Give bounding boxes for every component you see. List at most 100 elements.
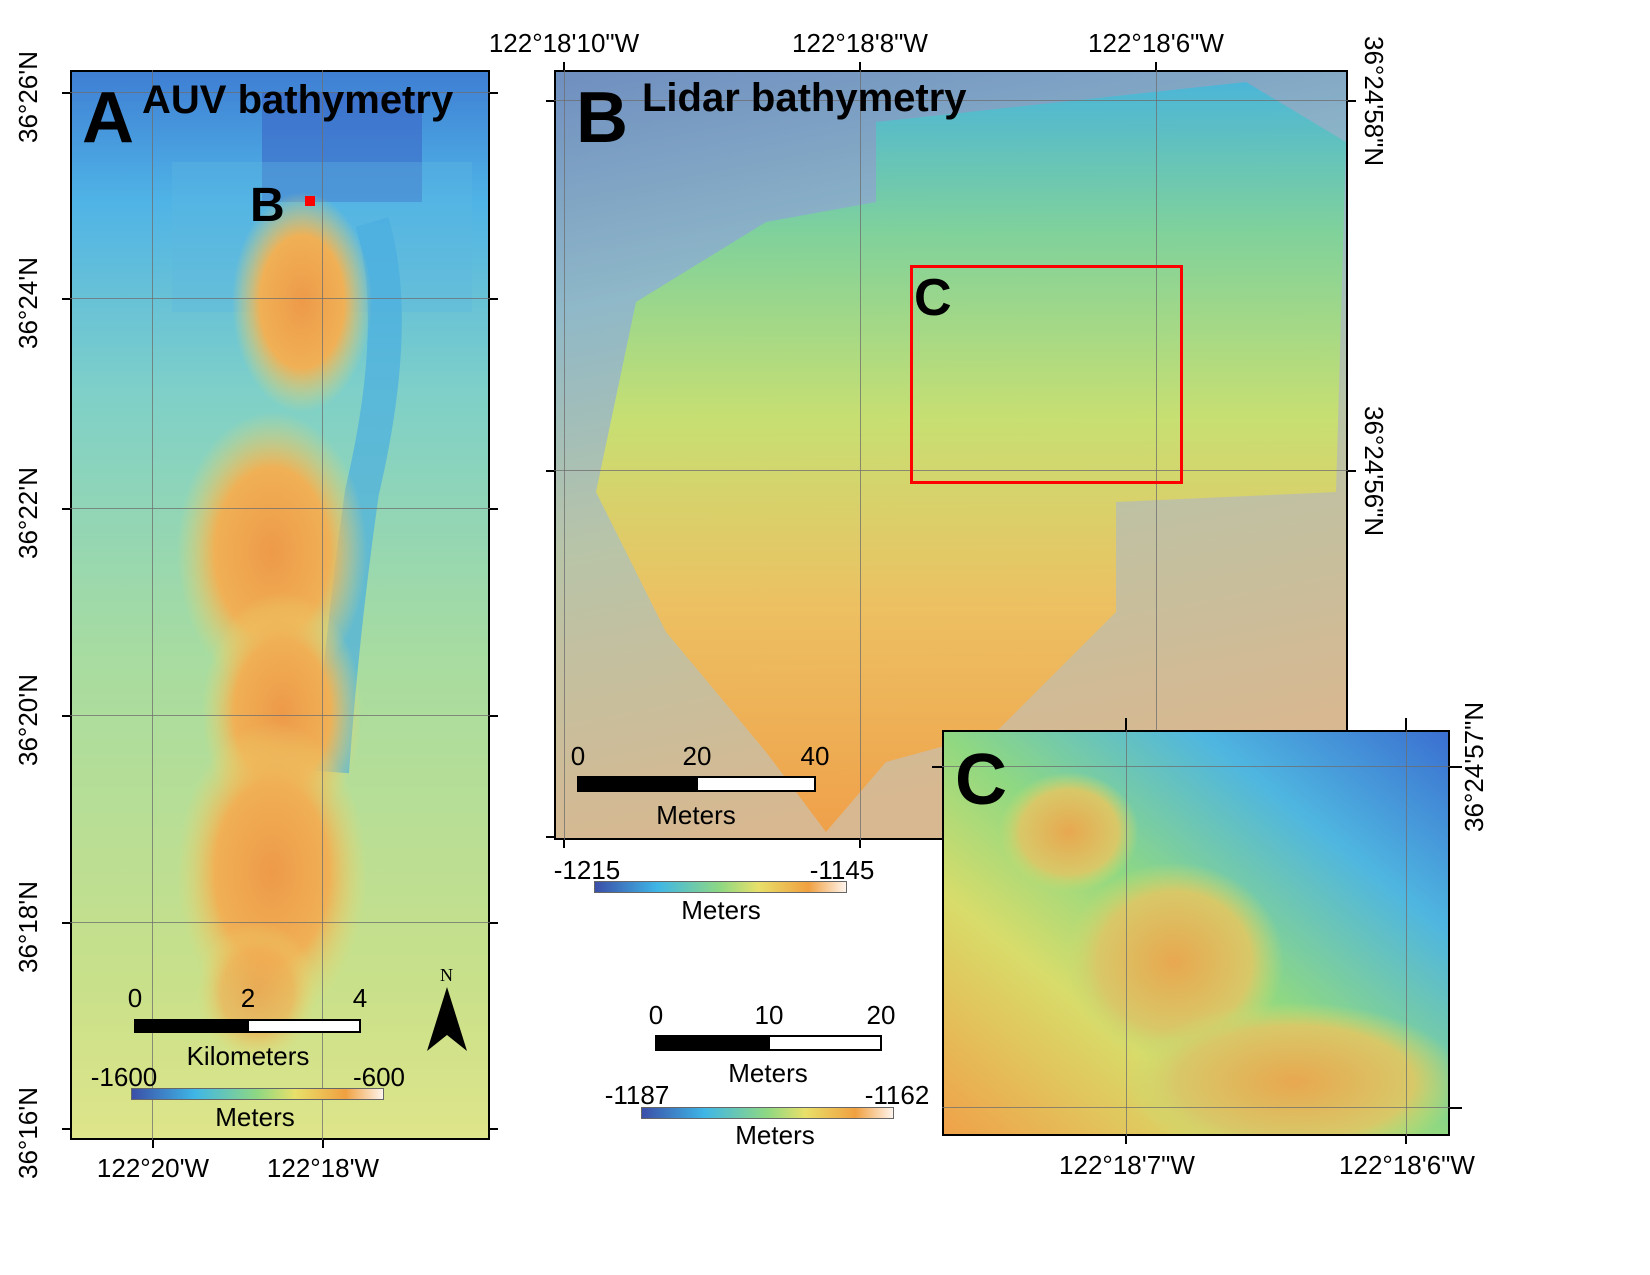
- auv-bathymetry-image: [72, 72, 488, 1138]
- panel-c-colorbar-max: -1162: [864, 1080, 930, 1110]
- panel-b-grid-lat-2: [554, 470, 1348, 471]
- panel-a-colorbar-max: -600: [352, 1062, 406, 1092]
- panel-a-tick: [62, 298, 70, 300]
- panel-a-tick: [62, 92, 70, 94]
- panel-a-auv-map: [70, 70, 490, 1140]
- panel-a-scale-tick: 4: [352, 983, 368, 1013]
- panel-b-lon-label: 122°18'8"W: [792, 28, 928, 58]
- panel-a-lat-label: 36°24'N: [13, 257, 43, 349]
- panel-a-grid-lon-1: [152, 70, 153, 1140]
- panel-b-grid-lon-1: [564, 70, 565, 840]
- panel-c-colorbar: [641, 1107, 894, 1119]
- panel-b-tick: [859, 840, 861, 848]
- panel-b-tick: [1348, 100, 1356, 102]
- panel-a-scale-unit: Kilometers: [186, 1041, 310, 1071]
- panel-a-tick: [490, 1128, 498, 1130]
- panel-c-bathymetry-image: [944, 732, 1448, 1134]
- panel-c-tick: [932, 766, 942, 768]
- panel-a-grid-lon-2: [322, 70, 323, 1140]
- panel-c-tick: [1405, 718, 1407, 730]
- panel-b-scale-tick: 0: [570, 741, 586, 771]
- panel-c-lat-label: 36°24'57"N: [1459, 701, 1489, 832]
- panel-b-grid-lon-3: [1156, 70, 1157, 840]
- panel-c-zoom-map: [942, 730, 1450, 1136]
- panel-a-tick: [490, 508, 498, 510]
- panel-b-colorbar: [594, 881, 847, 893]
- panel-b-tick: [1155, 62, 1157, 70]
- panel-a-lat-label: 36°18'N: [13, 881, 43, 973]
- panel-a-colorbar: [131, 1088, 384, 1100]
- panel-a-scale-tick: 0: [127, 983, 143, 1013]
- panel-c-letter: C: [955, 740, 1007, 820]
- panel-a-tick: [490, 298, 498, 300]
- panel-b-location-marker: [305, 196, 315, 206]
- panel-b-scale-tick: 20: [682, 741, 712, 771]
- panel-c-grid-lon-2: [1406, 730, 1407, 1136]
- panel-a-lon-label: 122°20'W: [96, 1153, 210, 1183]
- panel-a-tick: [490, 715, 498, 717]
- panel-b-lat-label: 36°24'56"N: [1359, 406, 1389, 537]
- panel-a-tick: [62, 922, 70, 924]
- panel-b-letter: B: [576, 78, 628, 158]
- panel-b-tick: [546, 100, 554, 102]
- panel-a-letter: A: [82, 78, 134, 158]
- north-label: N: [440, 965, 453, 985]
- panel-b-tick: [1348, 470, 1356, 472]
- panel-c-scale-bar: [655, 1035, 882, 1051]
- panel-b-tick: [563, 62, 565, 70]
- panel-b-scale-unit: Meters: [656, 800, 736, 830]
- panel-a-grid-lat-5: [70, 922, 490, 923]
- panel-a-colorbar-unit: Meters: [215, 1102, 295, 1132]
- panel-c-scale-tick: 10: [754, 1000, 784, 1030]
- panel-a-lat-label: 36°26'N: [13, 51, 43, 143]
- panel-b-grid-lon-2: [860, 70, 861, 840]
- panel-a-tick: [62, 1128, 70, 1130]
- panel-a-lat-label: 36°20'N: [13, 674, 43, 766]
- panel-b-tick: [859, 62, 861, 70]
- panel-b-lon-label: 122°18'10"W: [488, 28, 640, 58]
- panel-b-colorbar-max: -1145: [809, 855, 875, 885]
- panel-b-lidar-map: [554, 70, 1348, 840]
- panel-a-grid-lat-3: [70, 508, 490, 509]
- panel-a-grid-lat-4: [70, 715, 490, 716]
- panel-c-colorbar-unit: Meters: [735, 1120, 815, 1150]
- panel-b-lat-label: 36°24'58"N: [1359, 36, 1389, 167]
- panel-a-marker-label: B: [250, 179, 285, 232]
- panel-a-tick: [62, 715, 70, 717]
- panel-a-grid-lat-1: [70, 92, 490, 93]
- panel-c-lon-label: 122°18'7"W: [1059, 1150, 1195, 1180]
- panel-a-tick: [490, 92, 498, 94]
- panel-b-tick: [546, 470, 554, 472]
- panel-c-scale-unit: Meters: [728, 1058, 808, 1088]
- panel-c-scale-tick: 20: [866, 1000, 896, 1030]
- panel-c-lon-label: 122°18'6"W: [1339, 1150, 1475, 1180]
- panel-a-tick: [322, 1140, 324, 1148]
- panel-b-inset-label: C: [914, 269, 952, 327]
- panel-a-tick: [62, 508, 70, 510]
- panel-a-colorbar-min: -1600: [90, 1062, 158, 1092]
- panel-a-tick: [490, 922, 498, 924]
- panel-a-lat-label: 36°16'N: [13, 1087, 43, 1179]
- panel-b-scale-tick: 40: [800, 741, 830, 771]
- panel-c-tick: [1125, 1136, 1127, 1144]
- panel-c-grid-lat-1: [942, 766, 1450, 767]
- panel-c-grid-lon-1: [1126, 730, 1127, 1136]
- panel-b-grid-lat-1: [554, 100, 1348, 101]
- panel-b-scale-bar: [577, 776, 816, 792]
- panel-b-lon-label: 122°18'6"W: [1088, 28, 1224, 58]
- panel-b-tick: [546, 836, 554, 838]
- panel-b-colorbar-unit: Meters: [681, 895, 761, 925]
- panel-c-grid-lat-2: [942, 1107, 1450, 1108]
- panel-b-title: Lidar bathymetry: [642, 76, 967, 120]
- panel-c-scale-tick: 0: [648, 1000, 664, 1030]
- panel-a-lat-label: 36°22'N: [13, 467, 43, 559]
- panel-b-tick: [563, 840, 565, 848]
- panel-c-tick: [1125, 718, 1127, 730]
- panel-b-colorbar-min: -1215: [553, 855, 621, 885]
- panel-c-colorbar-min: -1187: [604, 1080, 670, 1110]
- panel-a-title: AUV bathymetry: [142, 78, 454, 122]
- panel-a-scale-tick: 2: [240, 983, 256, 1013]
- north-arrow-icon: [427, 987, 467, 1051]
- panel-a-scale-bar: [134, 1019, 361, 1033]
- panel-c-tick: [1405, 1136, 1407, 1144]
